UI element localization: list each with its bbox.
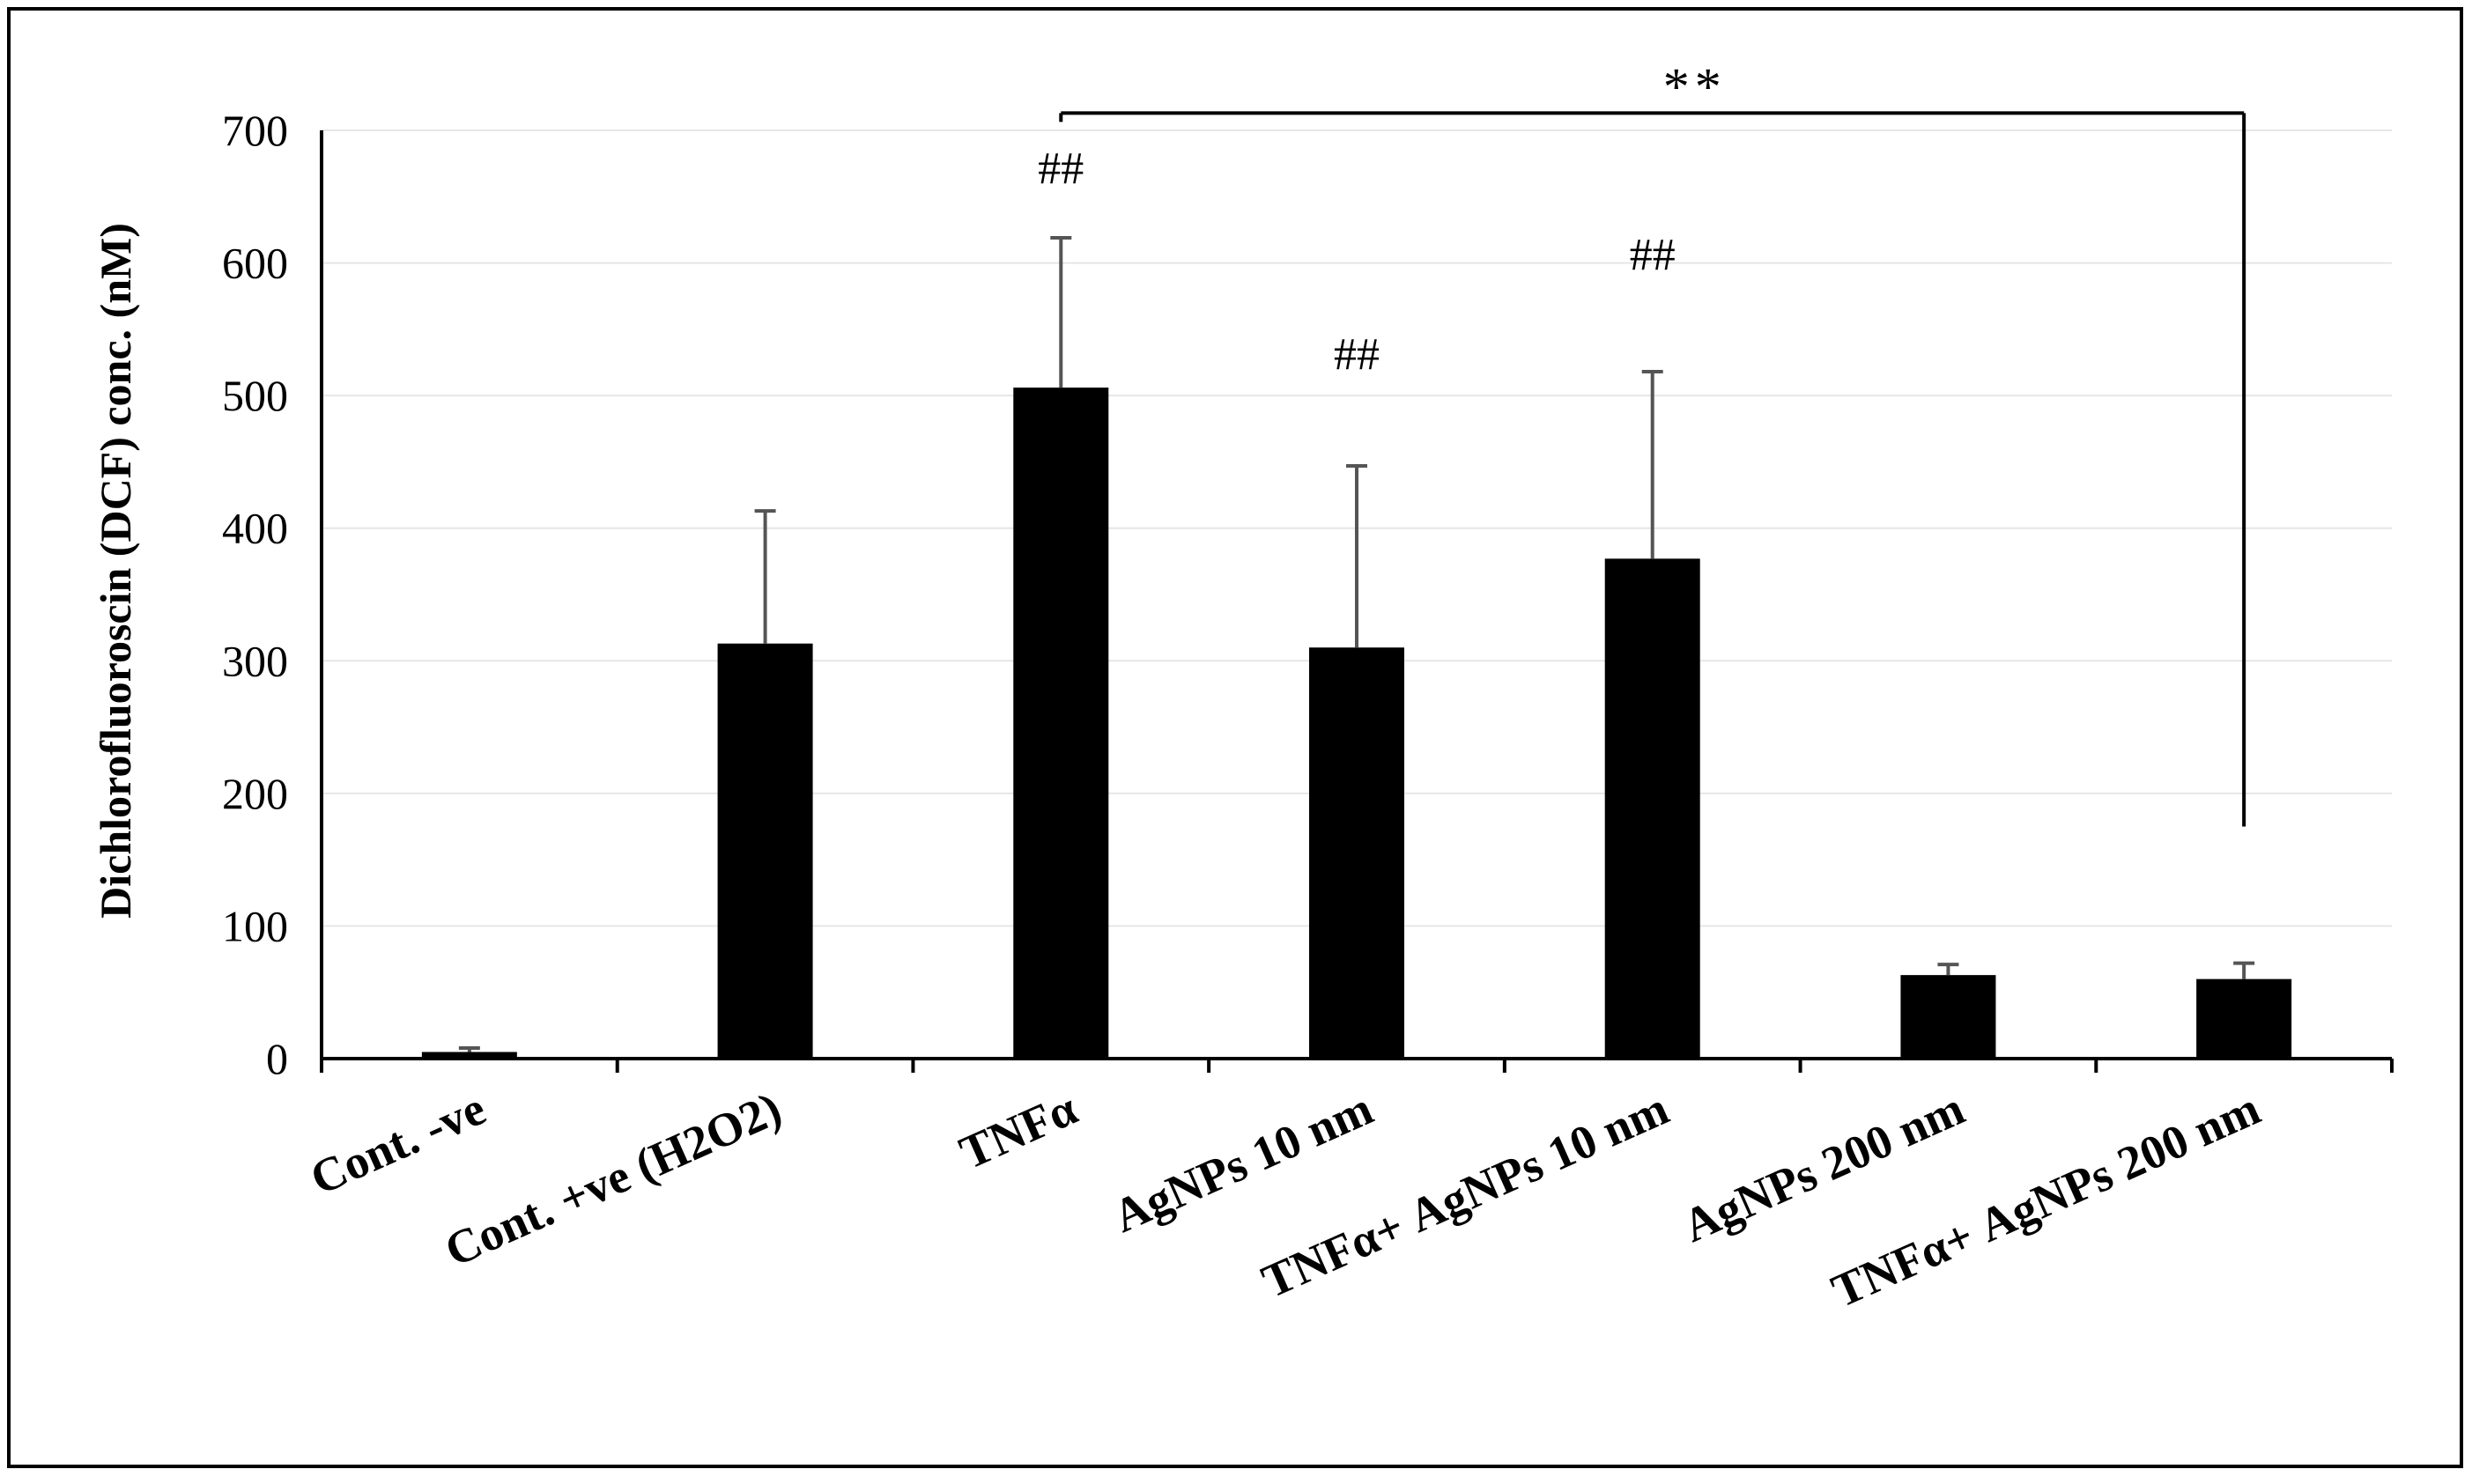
category-label: TNFα <box>952 1082 1085 1179</box>
significance-bracket: ** <box>1059 57 2246 827</box>
category-label: Cont. -ve <box>303 1082 493 1205</box>
bar <box>717 643 813 1059</box>
y-tick-label: 100 <box>222 901 288 950</box>
y-tick-labels: 0 100 200 300 400 500 600 700 <box>222 106 288 1083</box>
category-label: Cont. +ve (H2O2) <box>437 1082 788 1277</box>
bar <box>421 1052 517 1059</box>
y-tick-label: 700 <box>222 106 288 155</box>
bar <box>1604 558 1700 1059</box>
significance-marker: ## <box>1038 144 1084 194</box>
category-label: AgNPs 10 nm <box>1106 1082 1380 1243</box>
bar <box>1900 975 1996 1059</box>
error-bars <box>458 235 2255 1052</box>
bar <box>1013 388 1109 1059</box>
y-tick-label: 400 <box>222 504 288 553</box>
axes <box>320 130 2394 1073</box>
bar <box>2196 978 2292 1059</box>
y-tick-label: 300 <box>222 636 288 685</box>
annotations: ## ## ## <box>1038 144 1675 380</box>
y-tick-label: 500 <box>222 371 288 420</box>
significance-marker: ## <box>1334 329 1380 380</box>
chart-frame <box>7 7 2463 1468</box>
y-tick-label: 600 <box>222 239 288 288</box>
bar <box>1309 647 1404 1059</box>
significance-stars: ** <box>1663 57 1727 115</box>
y-tick-label: 0 <box>266 1034 288 1083</box>
significance-marker: ## <box>1630 230 1676 280</box>
y-axis-label: Dichlorofluoroscin (DCF) conc. (nM) <box>91 223 140 919</box>
y-tick-label: 200 <box>222 769 288 818</box>
bars <box>421 388 2292 1059</box>
